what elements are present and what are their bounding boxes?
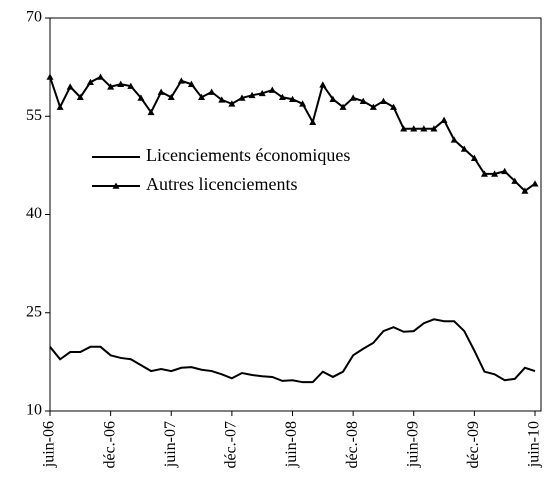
series-marker xyxy=(501,167,509,175)
y-tick-label: 70 xyxy=(26,9,42,26)
series-marker xyxy=(531,180,539,187)
x-tick-label: déc.-09 xyxy=(465,421,482,469)
series-marker xyxy=(369,103,377,110)
series-marker xyxy=(460,145,468,152)
series-marker xyxy=(208,88,216,95)
series-marker xyxy=(339,103,347,110)
series-marker xyxy=(187,80,195,87)
series-marker xyxy=(390,103,398,110)
y-tick-label: 10 xyxy=(26,402,42,419)
series-marker xyxy=(218,96,226,103)
series-marker xyxy=(430,125,438,132)
series-marker xyxy=(177,77,185,84)
series-marker xyxy=(137,94,145,101)
series-marker xyxy=(198,93,206,101)
series-marker xyxy=(56,103,64,110)
series-marker xyxy=(97,73,105,80)
x-tick-label: juin-08 xyxy=(283,421,300,468)
x-tick-label: déc.-07 xyxy=(223,421,240,469)
x-tick-label: juin-07 xyxy=(162,421,179,468)
series-marker xyxy=(440,116,448,123)
series-marker xyxy=(309,118,317,125)
series-marker xyxy=(379,97,387,104)
y-tick-label: 25 xyxy=(26,303,42,320)
series-marker xyxy=(127,82,135,89)
series-marker xyxy=(349,94,357,101)
series-marker xyxy=(491,170,499,177)
series-marker xyxy=(46,73,54,80)
series-marker xyxy=(470,154,478,161)
series-marker xyxy=(278,93,286,101)
series-marker xyxy=(66,83,74,90)
series-marker xyxy=(299,100,307,107)
series-marker xyxy=(238,94,246,101)
series-marker xyxy=(359,97,367,104)
series-marker xyxy=(86,78,94,85)
legend-marker xyxy=(112,182,120,189)
series-marker xyxy=(511,177,519,184)
y-tick-label: 40 xyxy=(26,205,42,222)
series-marker xyxy=(420,125,428,132)
series-marker xyxy=(76,93,84,101)
series-marker xyxy=(258,89,266,97)
series-marker xyxy=(117,80,125,87)
series-marker xyxy=(521,187,529,194)
legend-box xyxy=(86,142,396,200)
series-marker xyxy=(107,83,115,90)
series-marker xyxy=(268,86,276,93)
series-marker xyxy=(319,81,327,88)
series-marker xyxy=(157,88,165,95)
series-marker xyxy=(147,108,155,116)
series-marker xyxy=(228,100,236,107)
x-tick-label: déc.-06 xyxy=(101,421,118,469)
x-tick-label: juin-06 xyxy=(41,421,58,468)
series-marker xyxy=(329,95,337,103)
series-marker xyxy=(248,91,256,99)
series-marker xyxy=(480,170,488,177)
series-marker xyxy=(410,125,418,132)
legend-label: Autres licenciements xyxy=(146,174,297,194)
legend-label: Licenciements économiques xyxy=(146,145,350,165)
x-tick-label: juin-10 xyxy=(526,421,543,468)
y-tick-label: 55 xyxy=(26,107,42,124)
series-line xyxy=(49,318,536,384)
series-marker xyxy=(289,95,296,103)
plot-frame xyxy=(49,17,542,412)
series-marker xyxy=(167,93,175,101)
x-tick-label: déc.-08 xyxy=(344,421,361,469)
series-marker xyxy=(450,136,458,143)
series-marker xyxy=(400,125,408,132)
x-tick-label: juin-09 xyxy=(404,421,421,468)
